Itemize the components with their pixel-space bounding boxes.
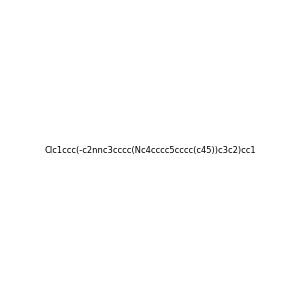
Text: Clc1ccc(-c2nnc3cccc(Nc4cccc5cccc(c45))c3c2)cc1: Clc1ccc(-c2nnc3cccc(Nc4cccc5cccc(c45))c3…: [44, 146, 256, 154]
